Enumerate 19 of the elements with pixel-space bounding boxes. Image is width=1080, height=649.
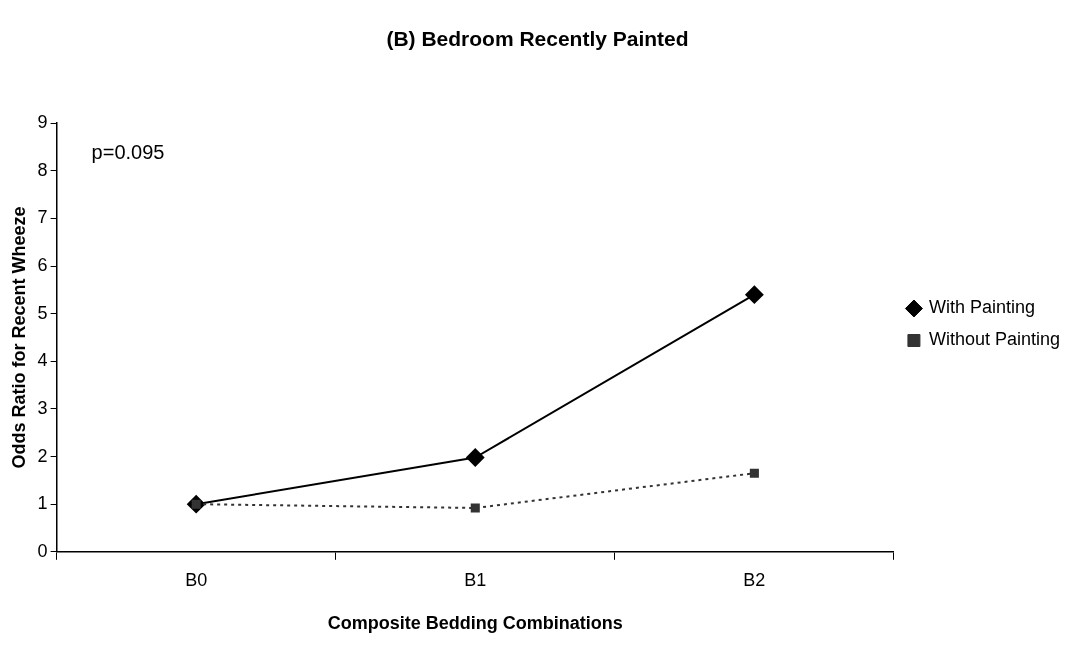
x-tick-label: B0 — [185, 569, 208, 590]
y-tick-label: 3 — [37, 397, 48, 418]
x-axis-title: Composite Bedding Combinations — [327, 613, 623, 634]
chart-title: (B) Bedroom Recently Painted — [386, 27, 689, 51]
legend-label: With Painting — [928, 297, 1035, 318]
y-tick-label: 6 — [37, 255, 48, 276]
y-tick-label: 8 — [37, 159, 48, 180]
y-tick-label: 5 — [37, 302, 48, 323]
annotation: p=0.095 — [91, 140, 165, 163]
y-axis-title: Odds Ratio for Recent Wheeze — [8, 206, 29, 469]
y-tick-label: 0 — [37, 540, 48, 561]
y-tick-label: 4 — [37, 350, 48, 371]
x-tick-label: B1 — [464, 569, 487, 590]
y-tick-label: 2 — [37, 445, 48, 466]
y-tick-label: 7 — [37, 207, 48, 228]
legend-label: Without Painting — [928, 329, 1061, 350]
y-tick-label: 1 — [37, 493, 48, 514]
x-tick-label: B2 — [743, 569, 766, 590]
y-tick-label: 9 — [37, 112, 48, 133]
